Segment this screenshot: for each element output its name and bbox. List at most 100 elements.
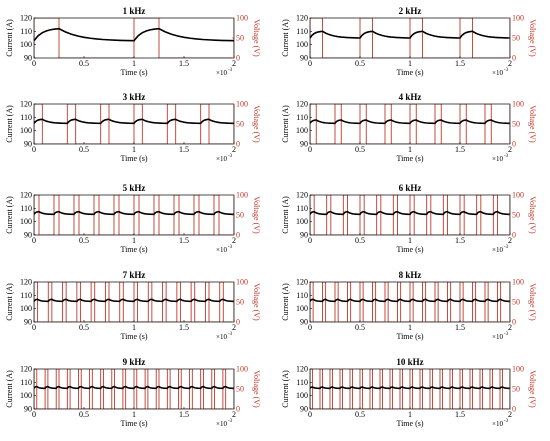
x-axis-label: Time (s)	[120, 419, 147, 428]
y-tick-label: 90	[24, 318, 32, 327]
x-tick-label: 0.5	[355, 145, 365, 154]
y2-tick-label: 0	[236, 140, 240, 149]
y-axis-label: Current (A)	[5, 370, 14, 408]
x-tick-label: 1	[408, 145, 412, 154]
y-tick-label: 120	[296, 14, 308, 23]
y2-tick-label: 50	[512, 34, 520, 43]
x-scale-multiplier: ×10	[492, 420, 503, 428]
y-axis-label: Current (A)	[281, 105, 290, 143]
panel-2khz: 2 kHz 0 0.5 1 1.5 2 90 100 110 120 0 50 100 Time (s) C…	[281, 6, 537, 77]
x-tick-label: 2	[232, 236, 236, 245]
panel-4khz: 4 kHz 0 0.5 1 1.5 2 90 100 110 120 0 50 100 Time (s) C…	[281, 92, 537, 163]
voltage-series-line	[34, 282, 234, 322]
y-tick-label: 120	[20, 14, 32, 23]
panel-title: 9 kHz	[123, 357, 146, 367]
y-tick-label: 120	[296, 365, 308, 374]
x-scale-exponent: -3	[504, 419, 509, 424]
x-tick-label: 0.5	[79, 323, 89, 332]
y-axis-label: Current (A)	[281, 196, 290, 234]
x-tick-label: 2	[232, 323, 236, 332]
y-tick-label: 120	[296, 278, 308, 287]
y2-tick-label: 100	[512, 365, 524, 374]
panel-title: 5 kHz	[123, 183, 146, 193]
panel-title: 4 kHz	[399, 92, 422, 102]
signals	[310, 195, 510, 235]
voltage-series-line	[34, 18, 234, 58]
y2-tick-label: 100	[236, 365, 248, 374]
y-tick-label: 110	[20, 113, 32, 122]
y-tick-label: 110	[20, 378, 32, 387]
x-tick-label: 0.5	[79, 145, 89, 154]
x-tick-label: 1.5	[179, 145, 189, 154]
y-tick-label: 100	[296, 40, 308, 49]
y2-tick-label: 50	[512, 298, 520, 307]
y2-axis-label: Voltage (V)	[252, 196, 261, 234]
y2-tick-label: 0	[512, 318, 516, 327]
current-series-line	[310, 298, 510, 303]
signals	[34, 282, 234, 322]
y-axis-label: Current (A)	[281, 370, 290, 408]
signals	[34, 104, 234, 144]
y2-tick-label: 50	[512, 211, 520, 220]
x-tick-label: 1.5	[455, 323, 465, 332]
x-tick-label: 0.5	[355, 410, 365, 419]
x-tick-label: 1.5	[455, 145, 465, 154]
x-scale-multiplier: ×10	[492, 155, 503, 163]
current-series-line	[310, 30, 510, 39]
y2-axis-label: Voltage (V)	[528, 105, 537, 143]
x-tick-label: 1.5	[179, 323, 189, 332]
x-tick-label: 0.5	[355, 323, 365, 332]
x-tick-label: 2	[508, 323, 512, 332]
y2-tick-label: 50	[236, 385, 244, 394]
y2-axis-label: Voltage (V)	[528, 19, 537, 57]
x-tick-label: 2	[508, 59, 512, 68]
y2-axis-label: Voltage (V)	[252, 19, 261, 57]
x-tick-label: 0	[32, 323, 36, 332]
y2-tick-label: 100	[236, 14, 248, 23]
y-tick-label: 90	[24, 405, 32, 414]
x-tick-label: 0	[32, 236, 36, 245]
current-series-line	[34, 210, 234, 216]
y-axis-label: Current (A)	[5, 105, 14, 143]
current-series-line	[34, 118, 234, 125]
y-tick-label: 110	[20, 204, 32, 213]
panel-title: 8 kHz	[399, 270, 422, 280]
x-tick-label: 0	[308, 323, 312, 332]
panel-10khz: 10 kHz 0 0.5 1 1.5 2 90 100 110 120 0 50 100 Time (s)…	[281, 357, 537, 428]
y2-tick-label: 100	[512, 14, 524, 23]
y-tick-label: 90	[24, 140, 32, 149]
x-tick-label: 2	[508, 410, 512, 419]
x-scale-multiplier: ×10	[216, 333, 227, 341]
current-series-line	[34, 27, 234, 42]
panel-8khz: 8 kHz 0 0.5 1 1.5 2 90 100 110 120 0 50 100 Time (s) C…	[281, 270, 537, 341]
x-axis-label: Time (s)	[396, 245, 423, 254]
x-scale-exponent: -3	[504, 245, 509, 250]
y2-tick-label: 0	[512, 54, 516, 63]
y-tick-label: 110	[20, 291, 32, 300]
y-axis-label: Current (A)	[5, 196, 14, 234]
y2-tick-label: 100	[512, 278, 524, 287]
y2-tick-label: 50	[236, 298, 244, 307]
x-tick-label: 2	[232, 145, 236, 154]
current-series-line	[34, 298, 234, 303]
y-tick-label: 100	[20, 126, 32, 135]
x-axis-label: Time (s)	[120, 245, 147, 254]
y-tick-label: 90	[300, 140, 308, 149]
signals	[310, 282, 510, 322]
x-scale-exponent: -3	[228, 332, 233, 337]
y-tick-label: 90	[24, 54, 32, 63]
x-tick-label: 2	[508, 145, 512, 154]
x-tick-label: 0.5	[355, 236, 365, 245]
panel-1khz: 1 kHz 0 0.5 1 1.5 2 90 100 110 120 0 50 100 Time (s) C…	[5, 6, 261, 77]
panel-title: 6 kHz	[399, 183, 422, 193]
y2-tick-label: 50	[512, 120, 520, 129]
x-tick-label: 0	[308, 236, 312, 245]
y-tick-label: 100	[296, 391, 308, 400]
x-tick-label: 2	[508, 236, 512, 245]
x-tick-label: 2	[232, 59, 236, 68]
x-tick-label: 1.5	[179, 410, 189, 419]
y-tick-label: 90	[300, 54, 308, 63]
x-tick-label: 0	[32, 145, 36, 154]
y2-axis-label: Voltage (V)	[252, 105, 261, 143]
